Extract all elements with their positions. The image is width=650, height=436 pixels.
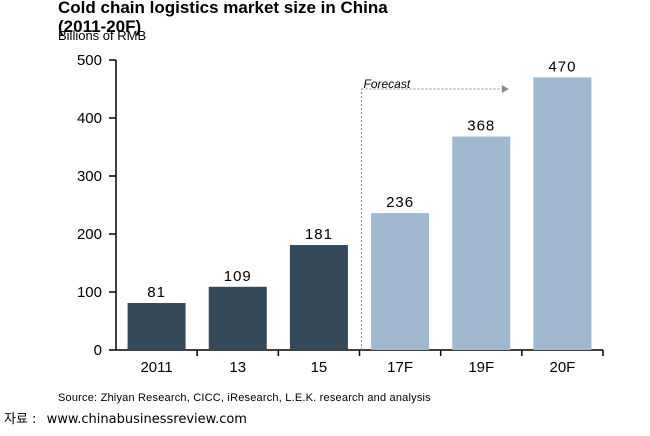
x-tick-label: 19F <box>468 359 494 376</box>
credit-label: 자료 : <box>4 412 37 427</box>
data-label: 470 <box>548 58 576 75</box>
x-tick-label: 2011 <box>140 359 172 376</box>
y-tick-label: 400 <box>77 110 102 127</box>
bar <box>208 286 267 350</box>
data-label: 181 <box>305 226 333 243</box>
data-label: 368 <box>467 118 495 135</box>
source-note: Source: Zhiyan Research, CICC, iResearch… <box>58 392 431 404</box>
bar <box>452 136 511 350</box>
x-tick-label: 17F <box>387 359 413 376</box>
forecast-arrow-head <box>501 85 509 93</box>
bar <box>533 77 592 351</box>
bar <box>371 213 430 350</box>
bar <box>289 245 348 350</box>
y-tick-label: 200 <box>77 226 102 243</box>
x-tick-label: 20F <box>549 359 575 376</box>
y-axis-unit-label: Billions of RMB <box>58 28 147 43</box>
chart-title: Cold chain logistics market size in Chin… <box>58 0 388 36</box>
y-tick-label: 0 <box>94 342 102 359</box>
credit-line: 자료 : www.chinabusinessreview.com <box>4 412 247 427</box>
y-tick-label: 100 <box>77 284 102 301</box>
bar <box>127 303 186 350</box>
chart-title-line-1: Cold chain logistics market size in Chin… <box>58 0 388 17</box>
y-tick-label: 500 <box>77 52 102 69</box>
data-label: 81 <box>147 284 166 301</box>
chart-title-line-2: (2011-20F) <box>58 17 142 36</box>
y-tick-label: 300 <box>77 168 102 185</box>
x-tick-label: 13 <box>229 359 246 376</box>
forecast-label: Forecast <box>364 77 411 91</box>
data-label: 109 <box>224 268 252 285</box>
data-label: 236 <box>386 194 414 211</box>
credit-url: www.chinabusinessreview.com <box>46 412 247 427</box>
x-tick-label: 15 <box>311 359 328 376</box>
